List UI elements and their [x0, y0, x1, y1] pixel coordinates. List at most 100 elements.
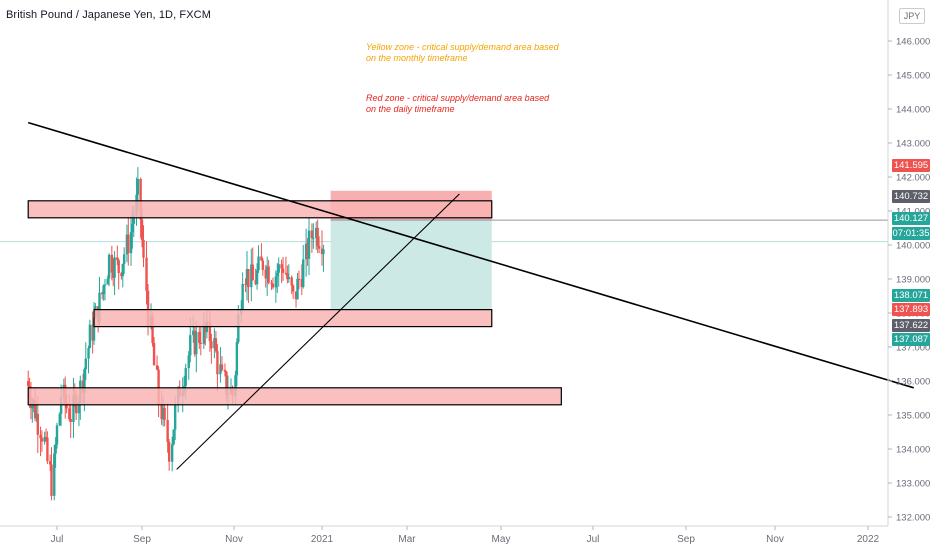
- candle-body: [300, 279, 304, 287]
- candle: [69, 404, 72, 439]
- candle-body: [189, 335, 192, 356]
- candle-body: [322, 249, 325, 255]
- candle-body: [68, 408, 71, 419]
- candle-body: [302, 259, 305, 287]
- candle-body: [39, 434, 42, 439]
- candle: [88, 319, 92, 349]
- candle-body: [121, 263, 125, 277]
- candle: [214, 331, 218, 353]
- candle-body: [267, 266, 270, 283]
- candle-body: [129, 232, 133, 254]
- candle-body: [142, 239, 145, 258]
- candle: [291, 284, 295, 299]
- candle-body: [255, 270, 259, 285]
- currency-badge[interactable]: JPY: [899, 8, 925, 24]
- trendline-1: [27, 121, 914, 389]
- x-tick-label: Jul: [587, 534, 600, 545]
- candle: [312, 223, 315, 249]
- x-tick-label: Nov: [766, 534, 784, 545]
- candle: [241, 272, 244, 312]
- candle-body: [102, 285, 105, 295]
- candle: [48, 454, 52, 471]
- zone-rect-3: [27, 387, 562, 406]
- candle-body: [160, 404, 163, 420]
- candle: [296, 272, 299, 300]
- x-tick-label: May: [492, 534, 511, 545]
- candle: [129, 215, 133, 266]
- y-tick-label: 133.000: [896, 479, 930, 490]
- candle-body: [152, 342, 156, 366]
- x-tick-label: Sep: [133, 534, 151, 545]
- supply-demand-zones[interactable]: [27, 200, 562, 406]
- candle-body: [35, 413, 38, 419]
- candle: [287, 264, 291, 283]
- candle-body: [59, 397, 63, 414]
- candle-body: [184, 368, 187, 386]
- candle-body: [77, 401, 81, 414]
- candle: [267, 259, 270, 285]
- candle-body: [131, 223, 134, 233]
- yellow-zone-annotation: Yellow zone - critical supply/demand are…: [366, 42, 559, 63]
- candle-body: [250, 264, 253, 288]
- candle-body: [31, 402, 34, 409]
- candle-body: [219, 364, 222, 375]
- candle-body: [132, 215, 135, 224]
- candle: [102, 284, 105, 301]
- candle: [304, 228, 308, 277]
- x-tick-label: Jul: [51, 534, 64, 545]
- candle: [198, 325, 201, 349]
- zone-rect-2: [93, 309, 493, 328]
- candle-body: [127, 234, 130, 254]
- candle-body: [69, 418, 72, 423]
- candle-body: [98, 292, 101, 323]
- candle-body: [84, 358, 87, 370]
- candle-body: [294, 291, 298, 300]
- candle: [223, 363, 227, 377]
- candle: [290, 275, 293, 295]
- candle: [255, 263, 259, 290]
- candle-body: [257, 256, 260, 271]
- trendlines[interactable]: [27, 121, 914, 470]
- candle: [315, 221, 318, 250]
- candle-body: [193, 330, 196, 355]
- candle: [46, 431, 49, 465]
- candle-body: [296, 278, 299, 300]
- candle-body: [316, 227, 319, 246]
- candle: [145, 241, 148, 305]
- candle: [281, 257, 285, 281]
- candle-body: [277, 264, 280, 273]
- candle: [251, 247, 254, 281]
- candle-body: [172, 429, 175, 445]
- candle-body: [92, 318, 96, 341]
- candle-body: [265, 266, 269, 279]
- candle: [247, 268, 250, 303]
- candle: [286, 265, 289, 284]
- candle-body: [214, 338, 218, 352]
- candle: [167, 438, 171, 471]
- candle-body: [122, 254, 126, 264]
- candle: [117, 258, 120, 290]
- candle-body: [91, 324, 94, 341]
- chart-title: British Pound / Japanese Yen, 1D, FXCM: [6, 9, 211, 21]
- y-tick-label: 146.000: [896, 37, 930, 48]
- price-tag-teal: 137.087: [892, 333, 930, 346]
- take-profit-area: [330, 220, 492, 311]
- candle: [54, 436, 57, 468]
- candle: [53, 444, 56, 501]
- candle-body: [55, 425, 59, 445]
- candle: [91, 311, 94, 354]
- y-tick-label: 136.000: [896, 377, 930, 388]
- candle-body: [146, 290, 150, 327]
- candle: [216, 344, 219, 392]
- candle: [195, 320, 198, 373]
- candle-body: [281, 268, 285, 273]
- y-tick-label: 135.000: [896, 411, 930, 422]
- short-position-tool[interactable]: [330, 190, 888, 311]
- y-tick-label: 134.000: [896, 445, 930, 456]
- candle: [170, 436, 174, 472]
- candle-body: [46, 437, 49, 462]
- y-tick-label: 144.000: [896, 105, 930, 116]
- candle-body: [173, 404, 177, 430]
- candle-body: [43, 436, 46, 442]
